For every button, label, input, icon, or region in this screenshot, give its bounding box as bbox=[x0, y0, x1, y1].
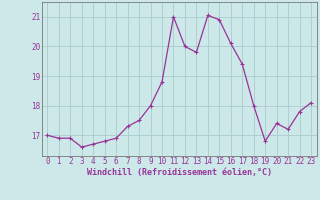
X-axis label: Windchill (Refroidissement éolien,°C): Windchill (Refroidissement éolien,°C) bbox=[87, 168, 272, 177]
